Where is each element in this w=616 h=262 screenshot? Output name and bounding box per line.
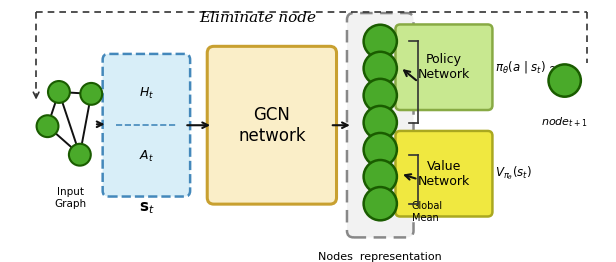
Circle shape [48,81,70,103]
Circle shape [363,133,397,166]
Text: $\pi_\theta(a\ |\ s_t)$ ~: $\pi_\theta(a\ |\ s_t)$ ~ [495,59,560,75]
Text: Global
Mean: Global Mean [411,201,443,223]
Circle shape [363,160,397,193]
Circle shape [363,25,397,58]
Text: Input
Graph: Input Graph [54,187,86,209]
FancyBboxPatch shape [207,46,336,204]
Circle shape [363,79,397,112]
Text: H$_t$: H$_t$ [139,86,154,101]
Text: Value
Network: Value Network [418,160,470,188]
FancyBboxPatch shape [395,24,492,110]
Circle shape [363,187,397,220]
Text: $V_{\pi_\theta}(s_t)$: $V_{\pi_\theta}(s_t)$ [495,165,532,183]
Text: $node_{t+1}$: $node_{t+1}$ [541,115,588,129]
Text: GCN
network: GCN network [238,106,306,145]
Circle shape [363,52,397,85]
Text: Eliminate node: Eliminate node [199,11,316,25]
Text: Nodes  representation: Nodes representation [318,252,442,262]
Text: $\mathbf{s}_t$: $\mathbf{s}_t$ [139,200,154,216]
Circle shape [69,144,91,166]
FancyBboxPatch shape [103,54,190,196]
Text: A$_t$: A$_t$ [139,149,154,164]
FancyBboxPatch shape [395,131,492,216]
Circle shape [80,83,102,105]
FancyBboxPatch shape [347,13,413,237]
Text: Policy
Network: Policy Network [418,53,470,81]
Circle shape [363,106,397,139]
Circle shape [36,115,59,137]
Circle shape [548,64,581,97]
